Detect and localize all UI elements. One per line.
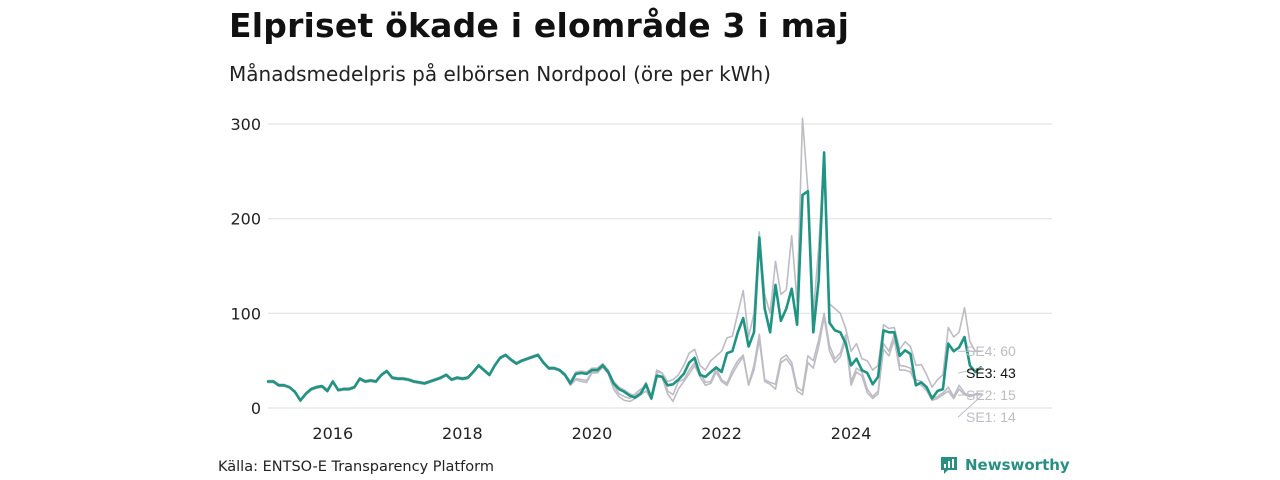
brand-logo: Newsworthy: [939, 455, 1070, 475]
series-line-se4: [267, 117, 982, 401]
series-line-se2: [267, 312, 982, 403]
leader-line-se2: [957, 393, 983, 396]
x-tick-label: 2018: [442, 424, 483, 443]
end-label-se3: SE3: 43: [966, 365, 1016, 381]
brand-name: Newsworthy: [965, 456, 1070, 474]
newsworthy-logo-icon: [941, 457, 957, 474]
x-tick-label: 2024: [831, 424, 872, 443]
series-line-se3: [266, 151, 983, 402]
series-end-labels: SE4: 60 SE3: 43 SE2: 15 SE1: 14: [957, 343, 1016, 425]
x-axis: 2016 2018 2020 2022 2024: [312, 424, 871, 443]
source-note: Källa: ENTSO-E Transparency Platform: [218, 459, 494, 475]
y-tick-label: 0: [251, 399, 261, 418]
y-axis: 0 100 200 300: [230, 115, 261, 418]
y-tick-label: 200: [230, 210, 261, 229]
series-lines: [266, 117, 983, 403]
x-tick-label: 2022: [701, 424, 742, 443]
end-label-se1: SE1: 14: [966, 409, 1016, 425]
chart-subtitle: Månadsmedelpris på elbörsen Nordpool (ör…: [229, 62, 771, 86]
x-tick-label: 2016: [312, 424, 353, 443]
grid-lines: [268, 123, 1052, 409]
series-line-se1: [267, 316, 982, 403]
chart-title: Elpriset ökade i elområde 3 i maj: [229, 6, 850, 45]
end-label-se2: SE2: 15: [966, 387, 1016, 403]
x-tick-label: 2020: [572, 424, 613, 443]
end-label-se4: SE4: 60: [966, 343, 1016, 359]
leader-line-se3: [957, 366, 983, 374]
leader-line-se1: [957, 394, 984, 418]
y-tick-label: 300: [230, 115, 261, 134]
y-tick-label: 100: [230, 304, 261, 323]
